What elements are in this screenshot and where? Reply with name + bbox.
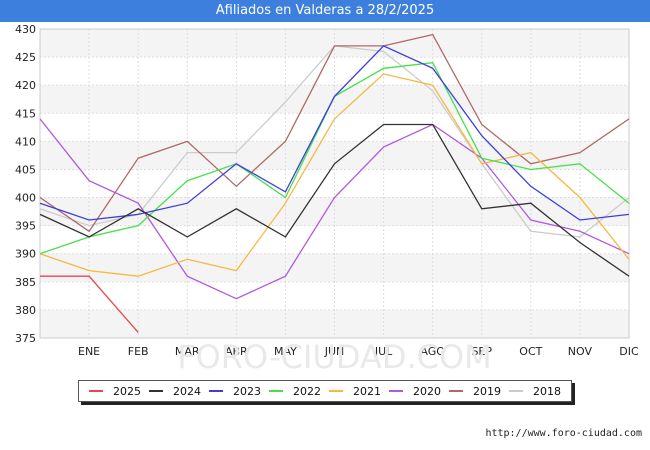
chart-title: Afiliados en Valderas a 28/2/2025 (0, 0, 650, 22)
chart-legend: 2025 2024 2023 2022 2021 2020 2019 2018 (78, 380, 572, 402)
x-tick-label: MAR (175, 345, 200, 358)
legend-item-2023: 2023 (209, 385, 261, 398)
x-tick-label: FEB (128, 345, 149, 358)
series-line-2019 (39, 33, 630, 233)
legend-swatch (269, 390, 283, 392)
legend-swatch (389, 390, 403, 392)
legend-item-2018: 2018 (509, 385, 561, 398)
legend-item-2022: 2022 (269, 385, 321, 398)
legend-item-2024: 2024 (149, 385, 201, 398)
y-tick-label: 395 (15, 220, 36, 233)
y-tick-label: 375 (15, 332, 36, 345)
y-tick-label: 405 (15, 163, 36, 176)
y-tick-label: 385 (15, 276, 36, 289)
watermark-text: FORO-CIUDAD.COM (177, 338, 492, 376)
legend-label: 2020 (413, 384, 441, 398)
x-tick-label: JUL (374, 345, 393, 358)
series-line-2024 (39, 123, 630, 277)
x-tick-label: JUN (324, 345, 345, 358)
y-tick-label: 400 (15, 192, 36, 205)
y-tick-label: 420 (15, 79, 36, 92)
legend-label: 2024 (173, 384, 201, 398)
x-tick-label: AGO (420, 345, 445, 358)
x-tick-label: ENE (78, 345, 100, 358)
legend-item-2019: 2019 (449, 385, 501, 398)
legend-label: 2025 (113, 384, 141, 398)
x-tick-label: MAY (274, 345, 297, 358)
y-tick-label: 425 (15, 51, 36, 64)
series-line-2023 (39, 45, 630, 221)
legend-label: 2019 (473, 384, 501, 398)
y-tick-label: 410 (15, 135, 36, 148)
legend-label: 2021 (353, 384, 381, 398)
x-tick-label: SEP (471, 345, 492, 358)
series-line-2025 (40, 275, 139, 333)
legend-label: 2018 (533, 384, 561, 398)
x-tick-label: ABR (225, 345, 248, 358)
line-chart: 375 380 385 390 395 400 405 410 415 420 425 430 ENE F… (15, 23, 639, 376)
series-line-2021 (39, 73, 630, 277)
y-tick-label: 390 (15, 248, 36, 261)
y-tick-label: 415 (15, 107, 36, 120)
y-tick-label: 430 (15, 23, 36, 36)
source-url[interactable]: http://www.foro-ciudad.com (485, 428, 642, 439)
x-tick-label: OCT (519, 345, 542, 358)
legend-label: 2023 (233, 384, 261, 398)
legend-swatch (329, 390, 343, 392)
x-tick-label: DIC (619, 345, 639, 358)
plot-frame (39, 28, 630, 339)
legend-swatch (509, 390, 523, 392)
legend-swatch (449, 390, 463, 392)
y-tick-label: 380 (15, 304, 36, 317)
x-tick-label: NOV (568, 345, 593, 358)
legend-swatch (149, 390, 163, 392)
series-line-2020 (39, 118, 630, 300)
legend-swatch (89, 390, 103, 392)
legend-label: 2022 (293, 384, 321, 398)
legend-item-2021: 2021 (329, 385, 381, 398)
legend-item-2025: 2025 (89, 385, 141, 398)
legend-item-2020: 2020 (389, 385, 441, 398)
legend-swatch (209, 390, 223, 392)
